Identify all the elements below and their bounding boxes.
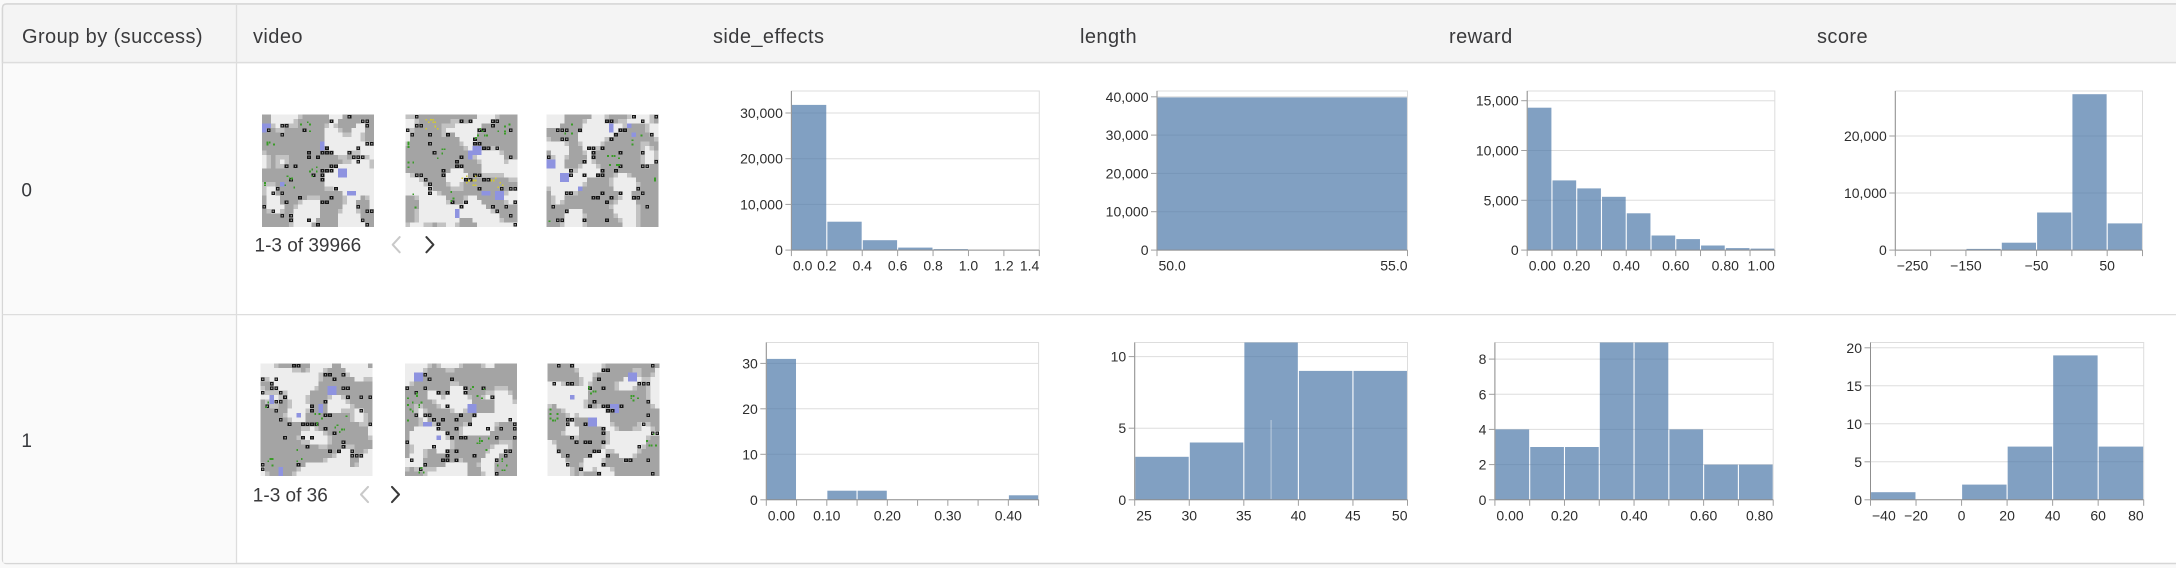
svg-text:50: 50 [2099, 258, 2115, 274]
svg-text:10: 10 [1111, 349, 1127, 365]
svg-text:30,000: 30,000 [740, 105, 783, 121]
svg-text:reward: reward [1449, 26, 1513, 48]
svg-text:8: 8 [1479, 351, 1487, 367]
svg-text:0.40: 0.40 [1620, 507, 1647, 523]
svg-text:0.00: 0.00 [768, 507, 795, 523]
svg-text:25: 25 [1136, 507, 1152, 523]
svg-text:−20: −20 [1904, 507, 1928, 523]
svg-text:35: 35 [1236, 507, 1252, 523]
svg-text:1-3 of 36: 1-3 of 36 [253, 485, 328, 506]
svg-text:−250: −250 [1897, 258, 1929, 274]
svg-text:6: 6 [1479, 386, 1487, 402]
svg-text:−150: −150 [1950, 258, 1982, 274]
svg-text:10,000: 10,000 [1476, 143, 1519, 159]
svg-text:0: 0 [750, 492, 758, 508]
svg-text:−50: −50 [2025, 258, 2049, 274]
svg-text:2: 2 [1479, 457, 1487, 473]
svg-text:0.00: 0.00 [1529, 258, 1556, 274]
svg-text:50.0: 50.0 [1159, 258, 1186, 274]
svg-text:55.0: 55.0 [1380, 258, 1407, 274]
svg-text:length: length [1080, 26, 1137, 48]
svg-text:5: 5 [1118, 420, 1126, 436]
svg-text:20,000: 20,000 [740, 151, 783, 167]
svg-text:30,000: 30,000 [1106, 127, 1149, 143]
svg-text:15,000: 15,000 [1476, 93, 1519, 109]
svg-text:Group by (success): Group by (success) [22, 26, 203, 48]
svg-text:10: 10 [742, 446, 758, 462]
svg-text:10,000: 10,000 [740, 196, 783, 212]
svg-text:5,000: 5,000 [1484, 192, 1519, 208]
svg-text:30: 30 [742, 355, 758, 371]
svg-text:1: 1 [21, 431, 32, 452]
svg-text:0: 0 [775, 242, 783, 258]
svg-text:1-3 of 39966: 1-3 of 39966 [255, 235, 362, 256]
svg-text:40: 40 [1291, 507, 1307, 523]
svg-text:0.00: 0.00 [1496, 507, 1523, 523]
svg-text:30: 30 [1181, 507, 1197, 523]
svg-text:4: 4 [1479, 421, 1487, 437]
svg-text:20: 20 [1999, 507, 2015, 523]
svg-text:0.20: 0.20 [1551, 507, 1578, 523]
svg-text:0: 0 [1879, 242, 1887, 258]
svg-text:10: 10 [1846, 416, 1862, 432]
svg-text:20,000: 20,000 [1844, 128, 1887, 144]
svg-text:0.40: 0.40 [1613, 258, 1640, 274]
svg-text:45: 45 [1345, 507, 1361, 523]
svg-text:40: 40 [2045, 507, 2061, 523]
svg-text:1.2: 1.2 [994, 258, 1014, 274]
svg-text:0.30: 0.30 [934, 507, 961, 523]
svg-text:score: score [1817, 26, 1868, 48]
svg-text:0: 0 [1511, 242, 1519, 258]
svg-text:50: 50 [1392, 507, 1408, 523]
svg-text:10,000: 10,000 [1106, 204, 1149, 220]
svg-text:0: 0 [1118, 492, 1126, 508]
svg-text:0: 0 [21, 180, 32, 201]
svg-text:20: 20 [742, 401, 758, 417]
svg-text:15: 15 [1846, 378, 1862, 394]
svg-text:10,000: 10,000 [1844, 185, 1887, 201]
svg-text:0.60: 0.60 [1690, 507, 1717, 523]
svg-text:0.80: 0.80 [1712, 258, 1739, 274]
svg-text:1.00: 1.00 [1748, 258, 1775, 274]
svg-text:60: 60 [2090, 507, 2106, 523]
svg-text:0.80: 0.80 [1746, 507, 1773, 523]
svg-text:0: 0 [1958, 507, 1966, 523]
svg-text:40,000: 40,000 [1106, 89, 1149, 105]
svg-text:0.60: 0.60 [1662, 258, 1689, 274]
svg-text:−40: −40 [1872, 507, 1896, 523]
svg-text:20,000: 20,000 [1106, 165, 1149, 181]
svg-text:1.0: 1.0 [959, 258, 979, 274]
svg-text:5: 5 [1854, 454, 1862, 470]
svg-text:1.4: 1.4 [1020, 258, 1040, 274]
svg-text:side_effects: side_effects [713, 26, 824, 48]
svg-text:0.4: 0.4 [852, 258, 872, 274]
svg-text:20: 20 [1846, 340, 1862, 356]
svg-text:0.2: 0.2 [817, 258, 837, 274]
svg-text:0.40: 0.40 [995, 507, 1022, 523]
svg-text:0.20: 0.20 [874, 507, 901, 523]
svg-text:0: 0 [1854, 492, 1862, 508]
svg-text:0: 0 [1479, 492, 1487, 508]
svg-text:0.8: 0.8 [923, 258, 943, 274]
svg-text:0: 0 [1141, 242, 1149, 258]
svg-text:0.10: 0.10 [813, 507, 840, 523]
svg-text:0.6: 0.6 [888, 258, 908, 274]
svg-text:0.0: 0.0 [793, 258, 813, 274]
svg-text:80: 80 [2128, 507, 2144, 523]
svg-text:0.20: 0.20 [1563, 258, 1590, 274]
svg-text:video: video [253, 26, 303, 48]
